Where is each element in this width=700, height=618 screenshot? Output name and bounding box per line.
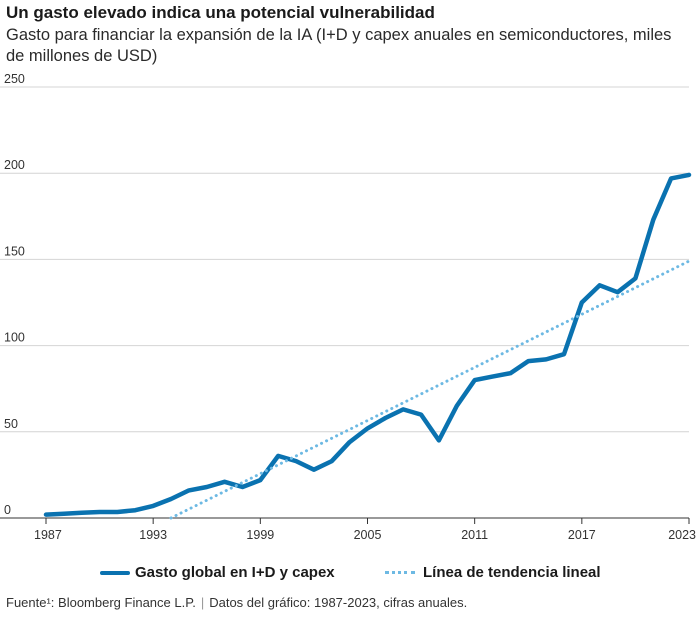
x-tick-label-1999: 1999 — [246, 528, 274, 542]
x-tick-label-2005: 2005 — [354, 528, 382, 542]
source-separator: | — [200, 595, 205, 610]
legend: Gasto global en I+D y capex Línea de ten… — [0, 564, 700, 586]
chart-title: Un gasto elevado indica una potencial vu… — [6, 3, 435, 22]
series-lines — [43, 172, 692, 520]
x-tick-label-2017: 2017 — [568, 528, 596, 542]
x-tick-label-1987: 1987 — [34, 528, 62, 542]
y-tick-label-50: 50 — [4, 417, 18, 431]
legend-dotted-line-icon — [385, 571, 415, 574]
x-tick-label-2011: 2011 — [461, 528, 488, 542]
chart-subtitle: Gasto para financiar la expansión de la … — [6, 26, 672, 65]
legend-item-series: Gasto global en I+D y capex — [100, 564, 335, 581]
legend-solid-line-icon — [100, 570, 130, 575]
x-tick-label-2023: 2023 — [668, 528, 696, 542]
y-tick-label-200: 200 — [4, 158, 25, 172]
data-note: Datos del gráfico: 1987-2023, cifras anu… — [209, 595, 468, 610]
x-tick-label-1993: 1993 — [139, 528, 167, 542]
y-tick-label-0: 0 — [4, 503, 11, 517]
y-tick-label-150: 150 — [4, 244, 25, 258]
legend-item-trend: Línea de tendencia lineal — [385, 564, 601, 581]
line-chart: 0 50 100 150 200 250 1987 1993 1999 2005 2011 2017… — [0, 72, 696, 542]
trend-line — [169, 259, 691, 520]
series-line-spending — [43, 172, 692, 517]
y-tick-label-100: 100 — [4, 331, 25, 345]
y-tick-label-250: 250 — [4, 72, 25, 86]
y-axis-ticks: 0 50 100 150 200 250 — [4, 72, 25, 517]
gridlines — [0, 86, 689, 519]
source-label: Fuente¹: Bloomberg Finance L.P. — [6, 595, 196, 610]
source-note: Fuente¹: Bloomberg Finance L.P. | Datos de… — [6, 595, 467, 610]
legend-series-label: Gasto global en I+D y capex — [135, 564, 335, 581]
legend-trend-label: Línea de tendencia lineal — [423, 564, 601, 581]
x-axis-ticks: 1987 1993 1999 2005 2011 2017 2023 — [34, 518, 696, 542]
